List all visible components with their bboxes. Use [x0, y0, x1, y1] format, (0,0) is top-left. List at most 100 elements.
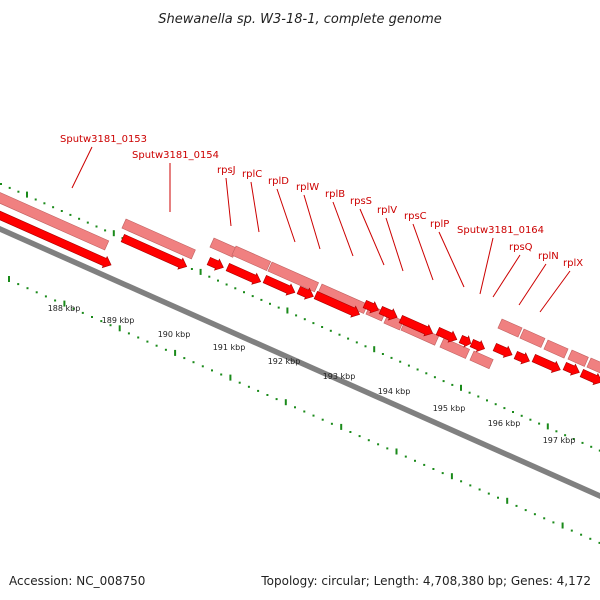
- gene-label: Sputw3181_0154: [132, 150, 219, 161]
- minor-tick: [321, 418, 324, 421]
- minor-tick: [54, 299, 57, 302]
- minor-tick: [451, 383, 454, 386]
- major-tick: [460, 384, 462, 391]
- minor-tick: [414, 459, 416, 462]
- kbp-label: 190 kbp: [158, 330, 191, 339]
- cds-segment: [497, 318, 523, 338]
- minor-tick: [303, 318, 306, 321]
- minor-tick: [390, 356, 393, 359]
- minor-tick: [275, 398, 278, 401]
- minor-tick: [164, 348, 167, 351]
- cds-segment: [586, 357, 600, 374]
- minor-tick: [598, 449, 600, 452]
- cds-segment: [121, 218, 196, 260]
- minor-tick: [355, 341, 358, 344]
- minor-tick: [338, 333, 341, 336]
- minor-tick: [441, 472, 444, 475]
- minor-tick: [72, 307, 75, 310]
- major-tick: [229, 374, 232, 381]
- label-leader: [359, 208, 385, 266]
- minor-tick: [529, 418, 532, 421]
- major-tick: [395, 448, 398, 455]
- gene-track: [0, 210, 600, 386]
- minor-tick: [17, 283, 20, 286]
- cds-segment: [267, 261, 319, 293]
- gene-arrow: [513, 351, 530, 365]
- major-tick: [450, 473, 453, 480]
- kbp-scale: 188 kbp 189 kbp 190 kbp 191 kbp 192 kbp 193 k…: [48, 304, 576, 445]
- minor-tick: [486, 399, 488, 402]
- minor-tick: [146, 340, 149, 343]
- minor-tick: [260, 298, 263, 301]
- gene-label: rplX: [563, 258, 583, 269]
- label-leader: [385, 217, 404, 272]
- minor-tick: [277, 306, 280, 309]
- gene-arrow: [398, 315, 434, 337]
- minor-tick: [52, 206, 55, 209]
- minor-tick: [469, 484, 472, 487]
- minor-tick: [407, 364, 410, 367]
- minor-tick: [358, 435, 361, 438]
- gene-arrow: [531, 354, 561, 373]
- gene-label: rpsJ: [217, 165, 236, 176]
- gene-label: Sputw3181_0153: [60, 134, 147, 145]
- minor-tick: [487, 492, 490, 495]
- kbp-label: 192 kbp: [268, 357, 301, 366]
- gene-arrow: [262, 275, 296, 296]
- minor-tick: [432, 468, 435, 470]
- major-tick: [373, 346, 376, 353]
- minor-tick: [266, 394, 269, 396]
- minor-tick: [589, 537, 592, 540]
- minor-tick: [211, 369, 213, 372]
- kbp-label: 194 kbp: [378, 387, 411, 396]
- cds-segment: [0, 192, 110, 251]
- kbp-label: 196 kbp: [488, 419, 521, 428]
- minor-tick: [349, 431, 352, 433]
- gene-arrow: [492, 343, 513, 358]
- minor-tick: [524, 509, 527, 512]
- minor-tick: [552, 521, 555, 524]
- gene-label: rpsS: [350, 196, 372, 207]
- lower-tick-track: [8, 276, 600, 544]
- minor-tick: [512, 411, 514, 413]
- major-tick: [284, 399, 287, 406]
- label-leader: [412, 223, 434, 281]
- label-leader: [492, 254, 521, 298]
- major-tick: [26, 191, 28, 198]
- major-tick: [63, 300, 66, 307]
- minor-tick: [303, 410, 306, 413]
- gene-label-leaders: [71, 146, 571, 313]
- major-tick: [286, 307, 289, 314]
- major-tick: [561, 522, 564, 529]
- minor-tick: [183, 357, 186, 360]
- kbp-label: 189 kbp: [102, 316, 135, 325]
- major-tick: [174, 349, 177, 356]
- minor-tick: [60, 210, 63, 212]
- minor-tick: [598, 541, 600, 544]
- gene-label: rplC: [242, 169, 262, 180]
- gene-arrow: [469, 339, 486, 353]
- minor-tick: [220, 373, 223, 376]
- label-leader: [479, 237, 494, 295]
- minor-tick: [294, 406, 296, 409]
- major-tick: [112, 230, 115, 237]
- gene-label: rplD: [268, 176, 289, 187]
- major-tick: [506, 497, 509, 504]
- gene-arrow: [0, 210, 112, 269]
- gene-label: rplV: [377, 205, 397, 216]
- gene-label: rpsQ: [509, 242, 533, 253]
- major-tick: [118, 325, 121, 332]
- minor-tick: [69, 213, 72, 216]
- minor-tick: [201, 365, 204, 368]
- minor-tick: [433, 376, 436, 379]
- minor-tick: [364, 345, 367, 348]
- minor-tick: [81, 311, 84, 314]
- minor-tick: [251, 295, 254, 298]
- minor-tick: [78, 217, 81, 220]
- gene-arrow: [562, 362, 580, 376]
- minor-tick: [312, 414, 315, 417]
- map-title: Shewanella sp. W3-18-1, complete genome: [158, 12, 441, 27]
- gene-arrow: [362, 300, 379, 314]
- minor-tick: [478, 488, 481, 491]
